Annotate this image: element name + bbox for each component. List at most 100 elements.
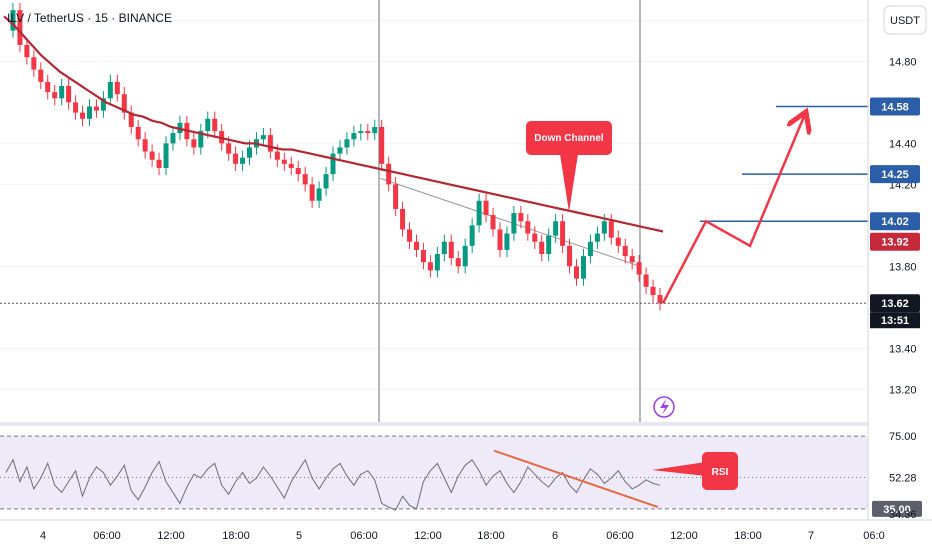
time-tick-label: 18:00 bbox=[734, 530, 762, 542]
candle-body bbox=[121, 94, 127, 113]
candle-body bbox=[45, 81, 51, 93]
candle-body bbox=[73, 102, 79, 113]
candle-body bbox=[212, 118, 218, 132]
candle-body bbox=[379, 126, 385, 164]
candle-body bbox=[574, 266, 580, 279]
candle-body bbox=[93, 106, 99, 111]
countdown-label: 13:51 bbox=[881, 315, 909, 327]
rsi-trend-line[interactable] bbox=[493, 449, 659, 509]
price-tag-label: 14.02 bbox=[881, 216, 909, 228]
pane-divider[interactable] bbox=[0, 422, 932, 426]
session-separators bbox=[378, 0, 641, 422]
candle-body bbox=[309, 184, 315, 201]
candle-body bbox=[156, 159, 162, 168]
candle-body bbox=[142, 139, 148, 152]
candle-body bbox=[636, 262, 642, 275]
candle-body bbox=[539, 241, 545, 255]
candle-body bbox=[643, 274, 649, 287]
candle-body bbox=[413, 241, 419, 250]
candle-body bbox=[400, 208, 406, 230]
candle-body bbox=[100, 98, 106, 111]
candle-body bbox=[24, 44, 30, 58]
candle-body bbox=[17, 10, 23, 45]
price-tick-label: 13.20 bbox=[889, 384, 917, 396]
candle-body bbox=[469, 225, 475, 246]
candle-body bbox=[386, 163, 392, 185]
candle-body bbox=[128, 112, 134, 127]
rsi-callout[interactable]: RSI bbox=[652, 452, 738, 490]
candle-body bbox=[553, 221, 559, 236]
time-tick-label: 06:00 bbox=[93, 530, 121, 542]
projection-arrow[interactable] bbox=[661, 117, 804, 304]
time-axis-ticks: 4 06:00 12:00 18:00 5 06:00 12:00 18:00 6 06:00 12… bbox=[40, 530, 885, 542]
candle-body bbox=[372, 126, 378, 134]
candle-body bbox=[420, 249, 426, 263]
candle-body bbox=[462, 245, 468, 267]
rsi-tick-label: 52.28 bbox=[889, 472, 917, 484]
candle-body bbox=[407, 229, 413, 242]
time-tick-label: 7 bbox=[808, 530, 814, 542]
candle-body bbox=[608, 221, 614, 238]
candle-body bbox=[66, 85, 72, 103]
candle-body bbox=[316, 188, 322, 201]
candle-body bbox=[31, 57, 37, 70]
candle-body bbox=[135, 126, 141, 140]
candle-body bbox=[330, 153, 336, 175]
moving-average-line bbox=[3, 15, 664, 233]
candle-body bbox=[650, 286, 656, 296]
candle-body bbox=[427, 262, 433, 271]
down-channel-line[interactable] bbox=[379, 177, 641, 267]
candle-body bbox=[601, 221, 607, 234]
candle-body bbox=[560, 221, 566, 246]
rsi-value-tag bbox=[872, 500, 922, 517]
currency-button[interactable]: USDT bbox=[883, 5, 927, 35]
time-tick-label: 06:00 bbox=[350, 530, 378, 542]
candle-body bbox=[497, 229, 503, 250]
candle-body bbox=[567, 245, 573, 267]
candle-body bbox=[198, 131, 204, 148]
candle-body bbox=[448, 241, 454, 259]
candle-body bbox=[274, 151, 280, 160]
candle-body bbox=[525, 221, 531, 234]
rsi-label: RSI bbox=[712, 467, 729, 478]
candle-body bbox=[191, 139, 197, 148]
candle-body bbox=[38, 69, 44, 82]
candle-body bbox=[629, 256, 635, 263]
candle-body bbox=[295, 167, 301, 175]
time-tick-label: 12:00 bbox=[670, 530, 698, 542]
price-tick-label: 13.80 bbox=[889, 261, 917, 273]
candle-body bbox=[10, 10, 16, 31]
price-axis[interactable] bbox=[868, 0, 932, 550]
candle-body bbox=[163, 143, 169, 168]
time-axis[interactable] bbox=[0, 520, 932, 550]
candle-body bbox=[476, 200, 482, 226]
candle-body bbox=[86, 106, 92, 119]
target-levels[interactable] bbox=[700, 105, 868, 222]
candle-body bbox=[511, 213, 517, 234]
price-tag: 14.58 bbox=[870, 97, 920, 116]
price-pane[interactable] bbox=[0, 0, 868, 422]
time-tick-label: 4 bbox=[40, 530, 46, 542]
price-tag-label: 13.62 bbox=[881, 298, 909, 310]
rsi-tick-label: 75.00 bbox=[889, 431, 917, 443]
candle-body bbox=[226, 143, 232, 154]
candle-body bbox=[337, 147, 343, 154]
price-tag-label: 13.92 bbox=[881, 237, 909, 249]
price-tick-label: 13.40 bbox=[889, 343, 917, 355]
candle-body bbox=[594, 233, 600, 242]
candle-body bbox=[393, 184, 399, 209]
price-tag: 14.02 bbox=[870, 212, 920, 231]
time-tick-label: 18:00 bbox=[222, 530, 250, 542]
price-tag-label: 14.25 bbox=[881, 169, 909, 181]
down-channel-label: Down Channel bbox=[534, 133, 604, 144]
candle-body bbox=[351, 133, 357, 140]
price-tick-label: 14.80 bbox=[889, 56, 917, 68]
rsi-tick-label: 34.36 bbox=[889, 509, 917, 521]
flash-icon[interactable] bbox=[653, 396, 675, 418]
symbol-title: ILV / TetherUS · 15 · BINANCE bbox=[7, 11, 172, 25]
down-channel-callout[interactable]: Down Channel bbox=[526, 121, 612, 212]
candle-body bbox=[80, 112, 86, 119]
candle-body bbox=[365, 131, 371, 134]
